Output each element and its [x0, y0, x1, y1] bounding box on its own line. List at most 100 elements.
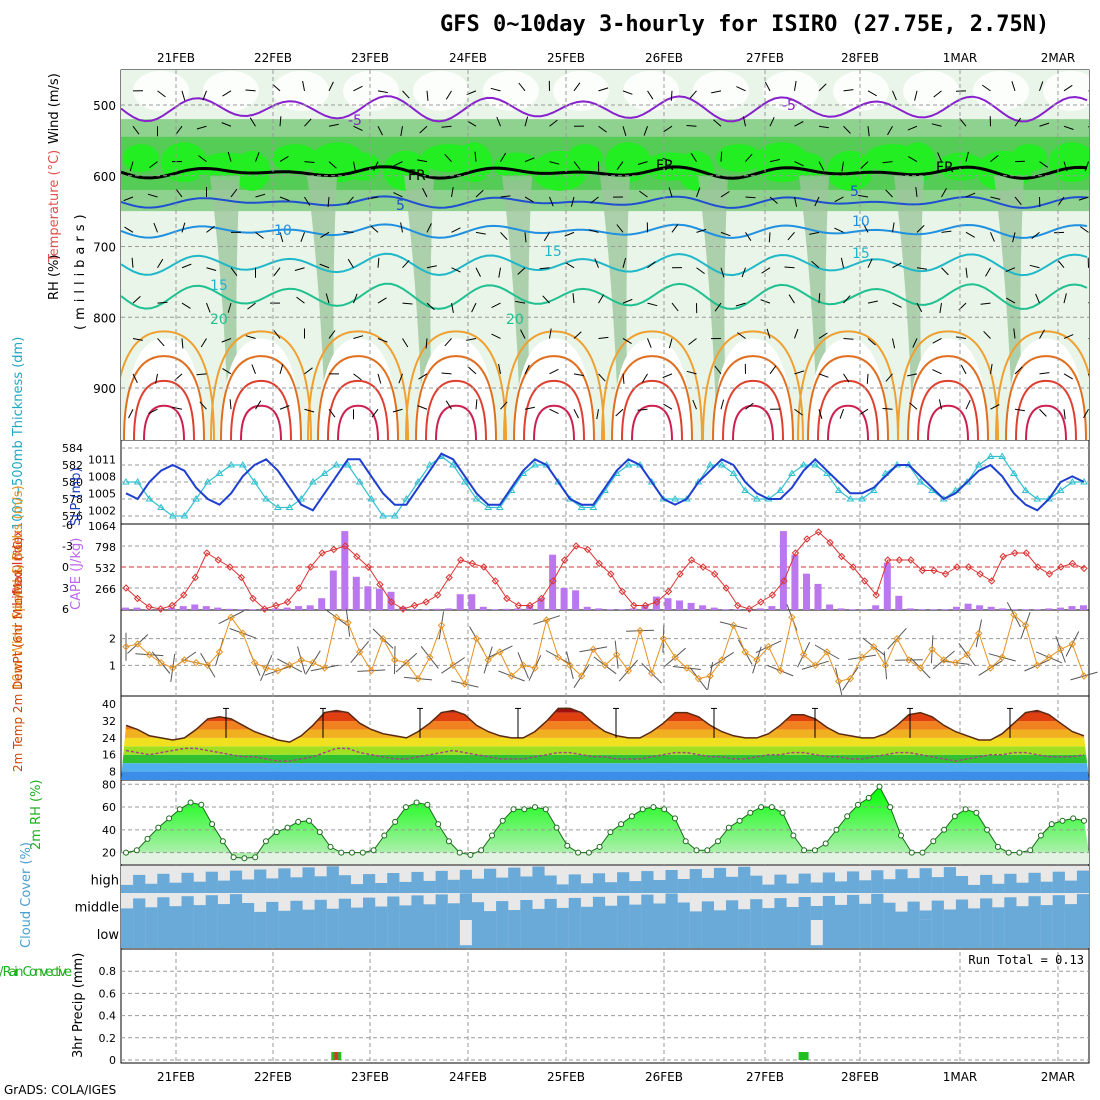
cape-bar: [341, 531, 349, 610]
rh-marker: [650, 804, 657, 811]
cloud-cell: [302, 920, 315, 948]
wind-barb: [304, 367, 313, 375]
wind10-marker: [799, 650, 808, 659]
wind-barb: [668, 187, 673, 198]
wind-barb: [1080, 226, 1089, 233]
wind-barb: [1014, 366, 1023, 375]
li-marker: [1080, 564, 1088, 573]
li-marker: [907, 556, 915, 564]
date-label-top: 22FEB: [254, 51, 292, 65]
wind-barb: [279, 364, 284, 374]
wind-barb: [451, 267, 461, 273]
cloud-cell: [701, 901, 714, 920]
wind-barb: [129, 161, 134, 172]
wind-barb: [866, 373, 869, 384]
cloud-cell: [1040, 881, 1053, 893]
isotherm-warm: [601, 330, 703, 440]
li-marker: [422, 598, 430, 606]
li-marker: [537, 594, 546, 603]
wind-barb: [764, 81, 771, 92]
wind-barb: [818, 373, 829, 378]
wind-barb: [741, 267, 746, 278]
temp-ylabel: 2m Temp 2m DewPt (6hr Min/Max) (°C): [11, 537, 25, 772]
isotherm-warm: [523, 379, 585, 440]
li-marker: [687, 556, 696, 564]
wind-barb: [539, 267, 550, 270]
wind-barb: [206, 225, 215, 233]
wind-barb: [467, 120, 477, 127]
cape-bar: [652, 596, 660, 610]
thickness-marker: [309, 478, 317, 485]
rh-marker: [166, 815, 173, 822]
li-marker: [583, 545, 592, 554]
cloud-cell: [471, 878, 485, 893]
cape-bar: [606, 609, 614, 610]
cloud-cell: [1040, 905, 1053, 920]
slp-line: [125, 452, 1085, 512]
thickness-marker: [577, 503, 586, 510]
li-marker: [1045, 570, 1054, 578]
wind10-marker: [1033, 661, 1041, 670]
cloud-cell: [883, 902, 896, 920]
rh-marker: [1070, 815, 1077, 822]
wind-barb: [402, 302, 413, 305]
wind-barb: [980, 302, 991, 305]
wind10-tick: 1: [109, 659, 116, 672]
wind-barb: [616, 161, 624, 170]
isotherm-5: [121, 195, 1088, 209]
wind10-marker: [262, 664, 270, 672]
wind-barb: [206, 302, 211, 313]
cloud-cell: [532, 866, 545, 893]
wind-barb: [300, 232, 305, 242]
cloud-cell: [556, 920, 569, 948]
wind-barb: [245, 89, 256, 92]
thickness-marker: [1010, 469, 1018, 476]
rh-marker: [768, 804, 775, 811]
isotherm-warm: [631, 404, 673, 440]
wind-barb: [1039, 372, 1050, 375]
cloud-cell: [931, 877, 944, 893]
li-marker: [560, 556, 569, 564]
cloud-cell: [484, 920, 497, 948]
thickness-marker: [811, 461, 820, 468]
rh-marker: [198, 801, 205, 808]
cape-bar: [941, 609, 949, 610]
wind-barb: [347, 258, 354, 268]
rh-marker: [327, 843, 334, 850]
wind10-marker: [1021, 621, 1030, 630]
wind-barb: [692, 399, 697, 410]
cloud-cell: [943, 920, 956, 948]
li-marker: [987, 577, 996, 585]
cape-bar: [168, 607, 176, 610]
cape-bar: [318, 598, 326, 610]
cloud-cell: [532, 908, 545, 920]
cloud-cell: [847, 894, 860, 920]
wind-barb: [227, 151, 232, 162]
cloud-cell: [919, 868, 932, 893]
cloud-cell: [447, 903, 460, 920]
li-marker: [295, 584, 303, 592]
wind-barb: [328, 330, 336, 339]
wind-barb: [128, 408, 134, 419]
wind-barb: [524, 406, 535, 410]
wind-barb: [622, 373, 625, 384]
cape-bar: [930, 609, 937, 610]
cloud-cell: [544, 920, 557, 948]
li-marker: [710, 570, 719, 578]
wind-barb: [245, 335, 256, 339]
wind-barb: [304, 118, 312, 127]
cloud-cell: [338, 898, 351, 920]
rh-marker: [445, 838, 452, 845]
wind10-marker: [975, 629, 983, 638]
wind-barb: [549, 368, 559, 375]
wind-barb: [402, 90, 410, 99]
wind-barb: [985, 267, 991, 277]
cloud-cell: [399, 920, 412, 948]
isotherm-warm: [732, 404, 774, 440]
isotherm-warm: [712, 355, 794, 440]
wind-barb: [451, 303, 454, 313]
thickness-marker: [589, 503, 598, 510]
wind10-marker: [426, 653, 434, 662]
rh-marker: [822, 840, 829, 847]
wind-barb: [570, 196, 575, 207]
